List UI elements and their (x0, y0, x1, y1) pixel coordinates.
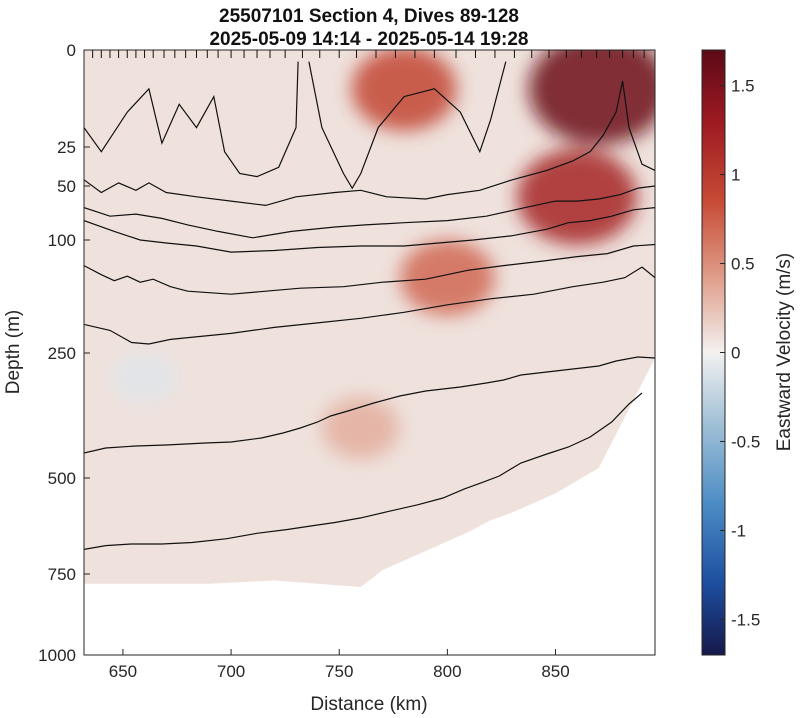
colorbar-tick-label: 1 (731, 166, 740, 185)
colorbar-label: Eastward Velocity (m/s) (774, 253, 795, 452)
velocity-core (322, 397, 400, 459)
y-axis-label: Depth (m) (3, 310, 24, 394)
chart-subtitle: 2025-05-09 14:14 - 2025-05-14 19:28 (209, 29, 528, 50)
contour-line (308, 61, 507, 190)
contour-line (84, 61, 299, 178)
velocity-core (517, 148, 638, 245)
y-tick-label: 500 (48, 469, 76, 488)
y-tick-label: 1000 (38, 646, 76, 665)
data-region (84, 50, 655, 587)
contour-lines (84, 61, 655, 550)
y-axis-ticks: 0 25 50 100 250 500 750 1000 (38, 41, 90, 665)
colorbar-tick-label: -0.5 (731, 432, 760, 451)
y-tick-label: 0 (67, 41, 76, 60)
colorbar-tick-label: 0 (731, 344, 740, 363)
colorbar-tick-label: 1.5 (731, 77, 755, 96)
velocity-field (84, 50, 655, 587)
velocity-core (112, 352, 178, 404)
x-axis-ticks: 650 700 750 800 850 (109, 649, 570, 681)
x-axis-label: Distance (km) (310, 694, 427, 715)
x-tick-label: 750 (325, 662, 353, 681)
chart-title: 25507101 Section 4, Dives 89-128 (219, 6, 519, 27)
x-tick-label: 850 (541, 662, 569, 681)
y-tick-label: 50 (57, 177, 76, 196)
colorbar-ticks: 1.5 1 0.5 0 -0.5 -1 -1.5 (720, 77, 760, 629)
velocity-core (399, 239, 495, 316)
contour-line (84, 243, 655, 295)
plot-area: 650 700 750 800 850 0 25 50 100 250 500 750 1000 (38, 41, 656, 681)
contour-line (84, 266, 655, 345)
y-tick-label: 750 (48, 565, 76, 584)
contour-line (84, 392, 643, 550)
y-tick-label: 250 (48, 344, 76, 363)
velocity-core (351, 50, 457, 131)
colorbar-tick-label: 0.5 (731, 255, 755, 274)
y-tick-label: 25 (57, 138, 76, 157)
velocity-core-group (112, 50, 655, 459)
contour-line (84, 185, 655, 239)
colorbar-tick-label: -1 (731, 521, 746, 540)
contour-line (84, 356, 655, 454)
x-tick-label: 700 (217, 662, 245, 681)
colorbar: 1.5 1 0.5 0 -0.5 -1 -1.5 Eastward Velocity (m/… (701, 49, 795, 656)
contour-line (84, 80, 655, 207)
contour-line (84, 207, 655, 253)
dive-tick-marks (92, 50, 645, 58)
colorbar-tick-label: -1.5 (731, 610, 760, 629)
y-tick-label: 100 (48, 231, 76, 250)
x-tick-label: 800 (433, 662, 461, 681)
velocity-core (528, 50, 655, 145)
x-tick-label: 650 (109, 662, 137, 681)
